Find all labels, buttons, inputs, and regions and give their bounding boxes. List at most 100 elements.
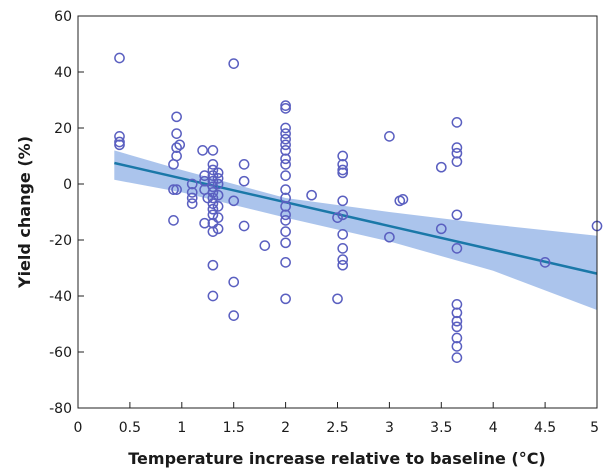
x-tick-label: 4 <box>489 420 498 436</box>
data-point <box>337 243 349 254</box>
x-tick-label: 3.5 <box>430 420 452 436</box>
data-point <box>207 164 219 176</box>
data-point <box>337 254 349 265</box>
data-point <box>337 259 349 271</box>
y-tick-label: 20 <box>54 121 72 137</box>
data-point <box>228 195 240 207</box>
data-point <box>337 150 349 162</box>
data-point <box>397 194 409 205</box>
data-point <box>207 203 219 215</box>
data-point <box>280 215 291 226</box>
data-point <box>171 111 182 123</box>
data-point <box>186 198 198 209</box>
data-point <box>207 145 219 156</box>
data-point <box>280 133 291 145</box>
y-axis-ticks: -80 -60 -40 -20 0 20 40 60 <box>49 9 84 417</box>
data-point <box>451 299 463 310</box>
x-tick-label: 5 <box>590 420 599 436</box>
data-point <box>207 192 219 204</box>
data-point <box>228 276 240 288</box>
data-point <box>186 192 198 204</box>
data-point <box>451 321 463 333</box>
data-point <box>280 257 291 268</box>
data-point <box>207 159 219 170</box>
x-tick-label: 2 <box>281 420 290 436</box>
data-point <box>451 352 463 363</box>
data-point <box>306 189 317 201</box>
x-tick-label: 0 <box>74 420 83 436</box>
x-tick-label: 0.5 <box>119 420 141 436</box>
data-point <box>451 332 463 344</box>
data-point <box>207 290 219 302</box>
x-tick-label: 1 <box>177 420 186 436</box>
data-point <box>212 212 224 223</box>
x-axis-ticks: 0 0.5 1 1.5 2 2.5 3 3.5 4 4.5 5 <box>74 402 599 436</box>
data-point <box>207 226 219 237</box>
data-point <box>280 128 291 139</box>
data-point <box>337 164 349 176</box>
data-point <box>114 136 125 148</box>
y-tick-label: -40 <box>49 289 72 305</box>
x-axis-label: Temperature increase relative to baselin… <box>128 449 546 468</box>
data-point <box>168 159 179 170</box>
x-tick-label: 3 <box>385 420 394 436</box>
data-point <box>238 159 250 170</box>
data-point <box>199 170 210 181</box>
data-point <box>114 139 125 151</box>
data-point <box>186 187 198 198</box>
data-point <box>212 223 224 235</box>
data-point <box>451 147 463 159</box>
data-point <box>171 142 182 153</box>
data-point <box>114 131 125 142</box>
regression-line-layer <box>114 161 598 275</box>
data-point <box>207 187 219 198</box>
y-tick-label: 60 <box>54 9 72 25</box>
data-point <box>199 175 210 187</box>
data-point <box>451 142 463 153</box>
data-point <box>280 145 291 156</box>
data-point <box>212 201 224 212</box>
data-point <box>451 156 463 167</box>
data-point <box>337 167 349 179</box>
data-point <box>171 128 182 139</box>
data-point <box>451 341 463 352</box>
x-tick-label: 1.5 <box>223 420 245 436</box>
data-point <box>114 52 125 64</box>
data-point <box>197 145 208 156</box>
data-point <box>259 240 271 251</box>
confidence-band-layer <box>114 150 598 310</box>
y-axis-label: Yield change (%) <box>15 136 34 289</box>
data-point <box>384 231 395 243</box>
data-point <box>168 184 179 195</box>
data-point <box>186 178 198 190</box>
data-point <box>337 229 349 240</box>
data-point <box>228 310 240 321</box>
data-point <box>212 167 224 179</box>
data-point <box>280 103 291 114</box>
data-point <box>451 117 463 128</box>
data-point <box>332 293 343 305</box>
data-point <box>238 220 250 232</box>
data-point <box>451 307 463 319</box>
data-point <box>435 223 447 235</box>
data-point <box>280 122 291 134</box>
data-point <box>238 175 250 187</box>
data-point <box>168 215 179 226</box>
x-tick-label: 2.5 <box>326 420 348 436</box>
data-point <box>337 195 349 207</box>
data-point <box>280 170 291 181</box>
data-point <box>228 58 240 69</box>
data-point <box>207 170 219 181</box>
data-point <box>280 139 291 151</box>
data-point <box>451 209 463 221</box>
y-tick-label: -80 <box>49 401 72 417</box>
data-point <box>280 293 291 305</box>
data-point <box>280 226 291 237</box>
data-point <box>280 100 291 111</box>
data-point <box>280 184 291 195</box>
data-point <box>539 257 551 268</box>
data-point <box>280 192 291 204</box>
data-point <box>207 259 219 271</box>
data-point <box>451 243 463 254</box>
